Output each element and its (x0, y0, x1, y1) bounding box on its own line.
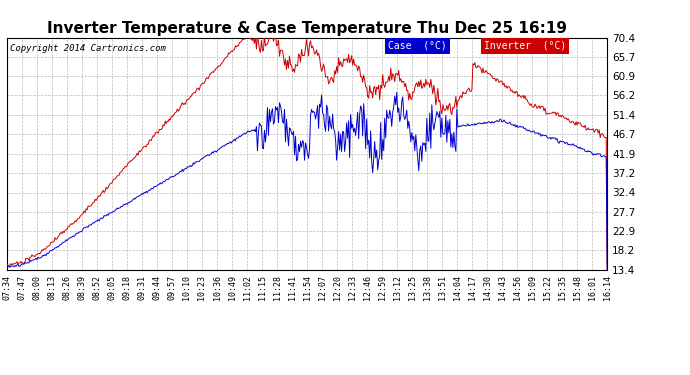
Text: Copyright 2014 Cartronics.com: Copyright 2014 Cartronics.com (10, 45, 166, 54)
Title: Inverter Temperature & Case Temperature Thu Dec 25 16:19: Inverter Temperature & Case Temperature … (47, 21, 567, 36)
Text: Case  (°C): Case (°C) (388, 41, 447, 51)
Text: Inverter  (°C): Inverter (°C) (484, 41, 566, 51)
